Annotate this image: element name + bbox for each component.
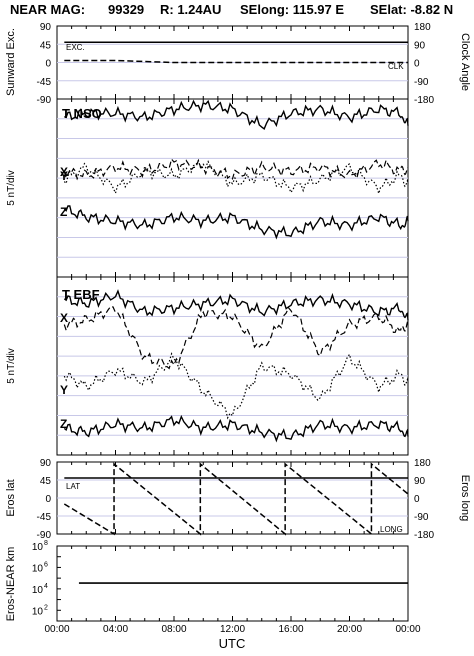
y-tick-label-right: 180 — [414, 458, 431, 469]
ylabel-range: Eros-NEAR km — [5, 547, 17, 622]
ylabel-eros-long: Eros long — [459, 475, 471, 521]
series-nso-z — [63, 205, 409, 240]
y-tick-label-left: -90 — [37, 530, 52, 541]
y-tick-label-right: -180 — [414, 530, 434, 541]
x-tick-label: 08:00 — [161, 624, 186, 635]
y-tick-label-left: 0 — [45, 59, 51, 70]
series-label: X — [60, 311, 68, 325]
x-tick-label: 04:00 — [103, 624, 128, 635]
y-tick-label-right: 180 — [414, 22, 431, 33]
y-tick-exponent: 4 — [44, 583, 48, 590]
ylabel-ebf: 5 nT/div — [6, 348, 17, 384]
title-ebf: T EBF — [62, 287, 100, 302]
y-tick-label-left: 45 — [40, 476, 52, 487]
series-ebf-z — [63, 414, 409, 443]
title-nso: T NSO — [62, 106, 102, 121]
y-tick-label-left: 10 — [32, 606, 44, 617]
series-layer — [63, 41, 409, 584]
series-label: Z — [60, 205, 67, 219]
ylabel-nso: 5 nT/div — [6, 170, 17, 206]
series-label-clk: CLK — [388, 62, 404, 71]
xlabel-utc: UTC — [219, 636, 246, 651]
y-tick-label-right: 90 — [414, 40, 426, 51]
header-range: R: 1.24AU — [160, 2, 221, 17]
x-tick-label: 20:00 — [337, 624, 362, 635]
y-tick-label-right: 90 — [414, 476, 426, 487]
x-tick-label: 16:00 — [278, 624, 303, 635]
header-date: 99329 — [108, 2, 144, 17]
series-eros-long — [63, 462, 409, 536]
y-tick-label-right: 0 — [414, 494, 420, 505]
header-mission: NEAR MAG: — [10, 2, 85, 17]
x-tick-label: 00:00 — [44, 624, 69, 635]
series-label-exc: EXC. — [66, 43, 85, 52]
y-tick-label-left: 10 — [32, 585, 44, 596]
header-selat: SElat: -8.82 N — [370, 2, 453, 17]
ylabel-clock: Clock Angle — [459, 33, 471, 91]
series-clk — [64, 59, 408, 64]
series-ebf-y — [63, 352, 409, 420]
y-tick-label-left: 10 — [32, 563, 44, 574]
y-tick-label-right: -180 — [414, 95, 434, 106]
y-tick-label-left: 90 — [40, 458, 52, 469]
x-tick-label: 12:00 — [220, 624, 245, 635]
grid-layer — [56, 26, 409, 622]
y-tick-label-left: 45 — [40, 40, 52, 51]
y-tick-label-left: -90 — [37, 95, 52, 106]
series-nso-x — [63, 157, 409, 181]
y-tick-label-left: 90 — [40, 22, 52, 33]
y-tick-label-left: 0 — [45, 494, 51, 505]
series-label: Y — [60, 169, 68, 183]
y-tick-label-left: -45 — [37, 512, 52, 523]
x-tick-label: 00:00 — [395, 624, 420, 635]
text-layer: 00:00 04:00 08:00 12:00 16:00 20:00 00:00 90 180… — [32, 22, 435, 635]
series-label-long: LONG — [380, 525, 403, 534]
y-tick-label-right: 0 — [414, 59, 420, 70]
y-tick-exponent: 6 — [44, 561, 48, 568]
series-label-lat: LAT — [66, 482, 80, 491]
y-tick-label-right: -90 — [414, 512, 429, 523]
series-ebf-t — [63, 289, 409, 321]
series-label: Y — [60, 383, 68, 397]
header-selong: SElong: 115.97 E — [240, 2, 344, 17]
y-tick-exponent: 2 — [44, 604, 48, 611]
y-tick-exponent: 8 — [44, 540, 48, 547]
series-ebf-x — [63, 305, 409, 370]
panel-nso — [56, 98, 409, 278]
series-nso-t — [64, 99, 409, 130]
series-nso-y — [63, 159, 409, 196]
ylabel-eros-lat: Eros lat — [5, 479, 17, 516]
y-tick-label-right: -90 — [414, 77, 429, 88]
series-label: Z — [60, 417, 67, 431]
y-tick-label-left: -45 — [37, 77, 52, 88]
ylabel-sunward: Sunward Exc. — [5, 28, 17, 96]
series-label: X — [60, 165, 68, 179]
y-tick-label-left: 10 — [32, 542, 44, 553]
